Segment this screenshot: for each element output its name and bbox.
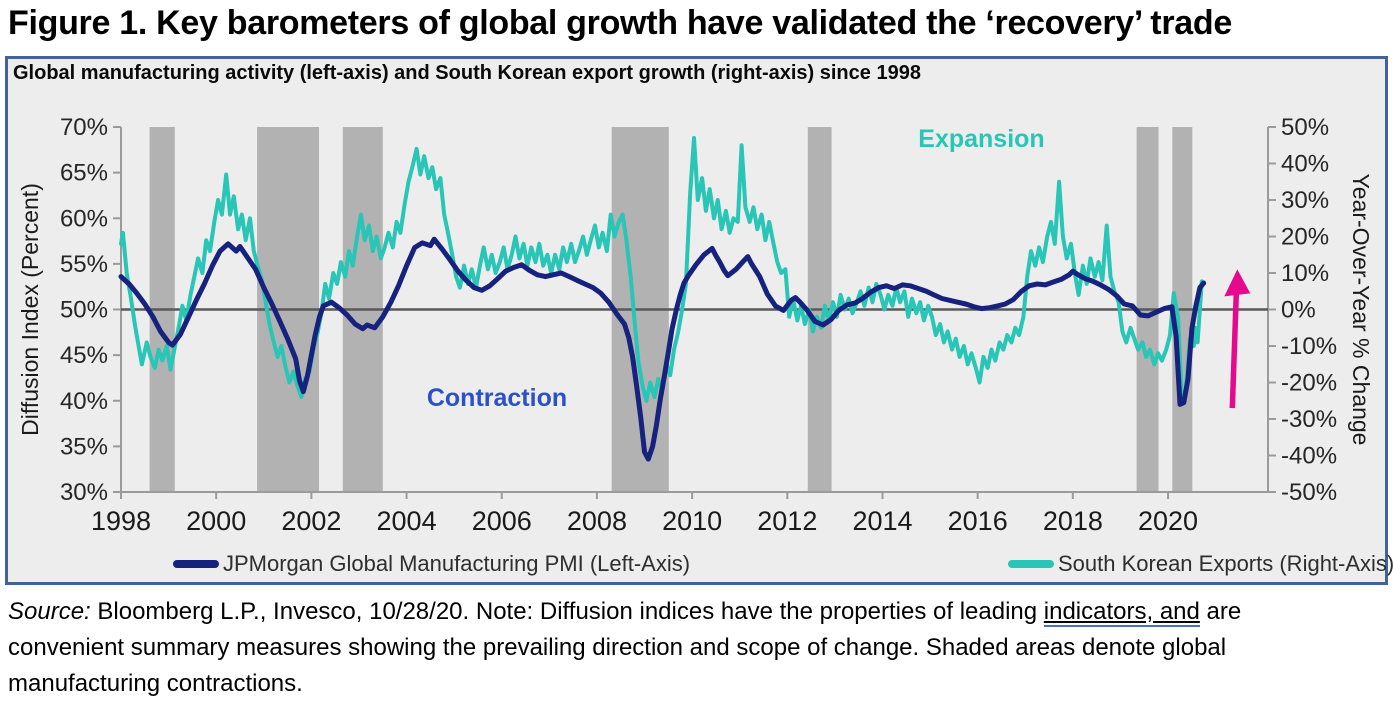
recovery-arrow-shaft: [1229, 293, 1240, 409]
right-axis-tick-label: 30%: [1281, 187, 1329, 214]
left-axis-tick-label: 30%: [60, 479, 108, 506]
footnote-line-3: manufacturing contractions.: [8, 670, 303, 697]
right-axis-tick-label: -20%: [1281, 370, 1337, 397]
legend-label-exports: South Korean Exports (Right-Axis): [1058, 551, 1393, 576]
x-axis-tick-label: 2008: [567, 506, 627, 536]
legend-item-exports: South Korean Exports (Right-Axis): [1008, 549, 1393, 579]
right-axis-tick-label: 10%: [1281, 260, 1329, 287]
left-axis-tick-label: 65%: [60, 160, 108, 187]
right-axis-tick-label: 40%: [1281, 151, 1329, 178]
left-axis-tick-label: 35%: [60, 433, 108, 460]
x-axis-tick-label: 2016: [948, 506, 1008, 536]
x-axis-tick-label: 2010: [662, 506, 722, 536]
footnote-line-2: convenient summary measures showing the …: [8, 634, 1227, 661]
left-axis-tick-label: 60%: [60, 205, 108, 232]
legend-label-pmi: JPMorgan Global Manufacturing PMI (Left-…: [223, 551, 691, 576]
right-axis-tick-label: -40%: [1281, 443, 1337, 470]
figure-title: Figure 1. Key barometers of global growt…: [8, 4, 1232, 42]
x-axis-tick-label: 2006: [472, 506, 532, 536]
chart-panel: Global manufacturing activity (left-axis…: [5, 56, 1393, 585]
expansion-label: Expansion: [918, 125, 1044, 153]
chart-svg: 70% 65% 60% 55% 50% 45% 40% 35% 30% 50% 40% 30% 20% 1…: [17, 114, 1374, 536]
x-axis-tick-label: 1998: [91, 506, 151, 536]
pmi-line: [118, 236, 1207, 462]
footnote: Source: Bloomberg L.P., Invesco, 10/28/2…: [8, 594, 1388, 702]
footnote-text-2: are: [1199, 598, 1242, 625]
right-axis-tick-label: 0%: [1281, 297, 1316, 324]
left-axis-tick-label: 45%: [60, 342, 108, 369]
right-axis-tick-label: -50%: [1281, 479, 1337, 506]
right-axis-tick-label: 20%: [1281, 224, 1329, 251]
footnote-source-label: Source:: [8, 598, 91, 625]
right-axis-title: Year-Over-Year % Change: [1348, 174, 1374, 446]
right-axis-tick-label: -10%: [1281, 333, 1337, 360]
left-axis-tick-label: 55%: [60, 251, 108, 278]
legend-item-pmi: JPMorgan Global Manufacturing PMI (Left-…: [173, 549, 690, 579]
left-axis-title: Diffusion Index (Percent): [17, 183, 43, 436]
left-axis-tick-label: 40%: [60, 388, 108, 415]
left-axis-tick-label: 70%: [60, 114, 108, 141]
footnote-line-1: Source: Bloomberg L.P., Invesco, 10/28/2…: [8, 594, 1388, 630]
x-axis-tick-label: 2020: [1138, 506, 1198, 536]
footnote-underlined-text: indicators, and: [1043, 598, 1200, 627]
right-axis-tick-label: -30%: [1281, 406, 1337, 433]
x-axis-tick-label: 2018: [1043, 506, 1103, 536]
right-axis-tick-label: 50%: [1281, 114, 1329, 141]
pmi-line-swatch: [173, 560, 219, 568]
recovery-arrow-head: [1224, 269, 1251, 297]
contraction-label: Contraction: [427, 384, 567, 412]
exports-line-swatch: [1008, 560, 1054, 568]
x-axis-tick-label: 2000: [186, 506, 246, 536]
x-axis-tick-label: 2012: [757, 506, 817, 536]
x-axis-tick-label: 2004: [377, 506, 437, 536]
footnote-text-1: Bloomberg L.P., Invesco, 10/28/20. Note:…: [90, 598, 1044, 625]
left-axis-tick-label: 50%: [60, 297, 108, 324]
x-axis-tick-label: 2002: [281, 506, 341, 536]
chart-subtitle: Global manufacturing activity (left-axis…: [13, 62, 921, 84]
x-axis-tick-label: 2014: [852, 506, 912, 536]
